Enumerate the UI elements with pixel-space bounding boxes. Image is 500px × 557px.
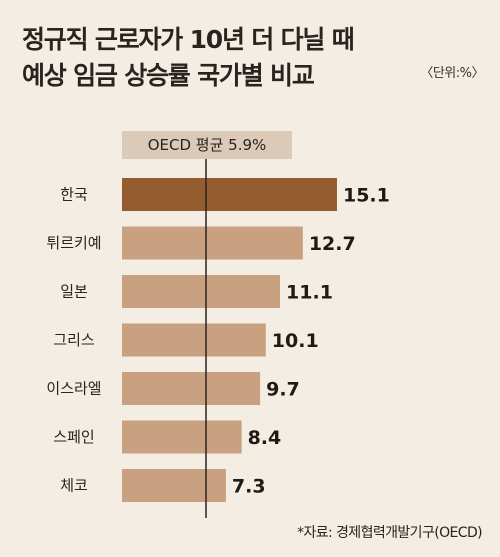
value-label: 15.1: [343, 185, 390, 207]
category-label: 튀르키예: [46, 234, 101, 252]
bar-5: [122, 420, 242, 454]
bar-1: [122, 226, 303, 260]
value-label: 11.1: [286, 282, 333, 304]
value-label: 12.7: [309, 233, 356, 255]
bar-0: [122, 178, 337, 211]
category-label: 그리스: [53, 331, 95, 349]
value-label: 7.3: [232, 476, 266, 498]
reference-label: OECD 평균 5.9%: [148, 136, 267, 154]
bar-4: [122, 372, 261, 405]
reference-label-box: [122, 131, 292, 159]
category-label: 체코: [60, 477, 88, 495]
chart-title-line-1: 정규직 근로자가 10년 더 다닐 때: [22, 25, 355, 54]
value-label: 8.4: [248, 427, 282, 449]
category-label: 한국: [60, 186, 88, 204]
bar-3: [122, 323, 266, 357]
source-note: *자료: 경제협력개발기구(OECD): [297, 525, 483, 541]
bar-2: [122, 275, 281, 308]
chart-title-line-2: 예상 임금 상승률 국가별 비교: [22, 61, 315, 90]
bar-6: [122, 469, 226, 502]
category-label: 스페인: [53, 428, 94, 446]
category-label: 일본: [60, 283, 88, 301]
category-label: 이스라엘: [46, 380, 101, 398]
unit-label: 〈단위:%〉: [420, 66, 484, 81]
value-label: 10.1: [272, 330, 319, 352]
value-label: 9.7: [266, 379, 300, 401]
